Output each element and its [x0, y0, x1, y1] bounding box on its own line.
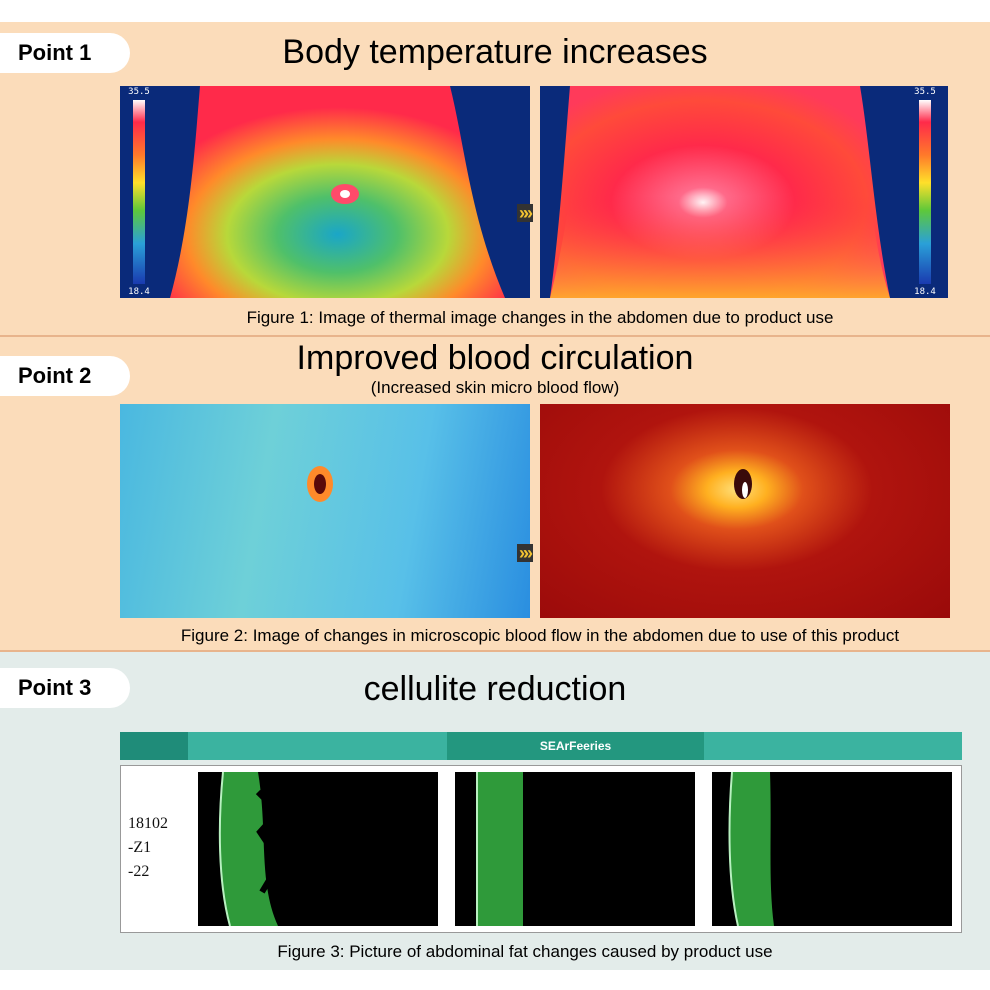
divider — [0, 650, 990, 652]
blood-flow-image-before — [120, 404, 530, 618]
scale-max-label: 35.5 — [914, 87, 936, 97]
point-2-badge: Point 2 — [0, 356, 130, 396]
fat-scan-image-1 — [198, 772, 438, 926]
point-1-badge: Point 1 — [0, 33, 130, 73]
sample-label: 18102 -Z1 -22 — [128, 815, 168, 880]
ultrasound-header-label: SEArFeeries — [447, 732, 704, 760]
fat-scan-image-3 — [712, 772, 952, 926]
scale-min-label: 18.4 — [128, 287, 150, 297]
figure-2-caption: Figure 2: Image of changes in microscopi… — [180, 626, 900, 645]
point-3-badge: Point 3 — [0, 668, 130, 708]
blood-flow-image-after — [540, 404, 950, 618]
point-3-title: cellulite reduction — [363, 670, 627, 708]
fat-scan-image-2 — [455, 772, 695, 926]
figure-1-caption: Figure 1: Image of thermal image changes… — [246, 308, 834, 327]
scale-min-label: 18.4 — [914, 287, 936, 297]
thermal-image-before: 35.5 18.4 — [120, 86, 530, 298]
figure-3-caption: Figure 3: Picture of abdominal fat chang… — [277, 942, 773, 961]
thermal-image-after: 35.5 18.4 — [540, 86, 948, 298]
chevron-arrow-icon: »» — [517, 204, 533, 222]
point-2-subtitle: (Increased skin micro blood flow) — [370, 378, 620, 397]
ultrasound-header-bar: SEArFeeries — [120, 732, 962, 760]
chevron-arrow-icon: »» — [517, 544, 533, 562]
point-1-title: Body temperature increases — [282, 33, 708, 71]
temperature-scale-before: 35.5 18.4 — [124, 86, 154, 298]
point-2-title: Improved blood circulation — [296, 339, 694, 377]
temperature-scale-after: 35.5 18.4 — [910, 86, 940, 298]
scale-max-label: 35.5 — [128, 87, 150, 97]
divider — [0, 335, 990, 337]
